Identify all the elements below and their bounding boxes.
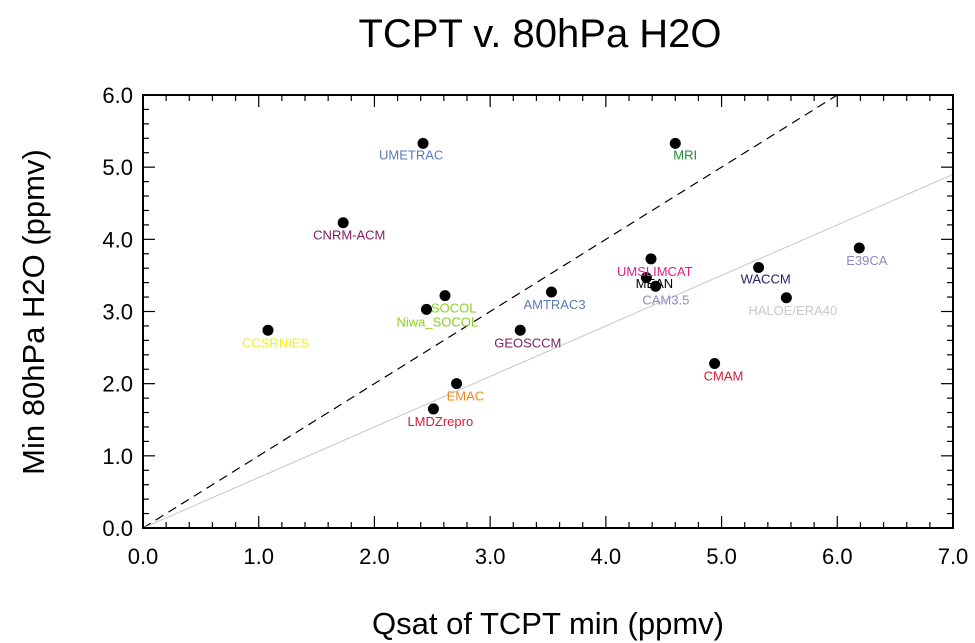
y-tick-label: 6.0: [102, 83, 133, 108]
x-tick-labels: 0.0 1.0 2.0 3.0 4.0 5.0 6.0 7.0: [128, 544, 969, 569]
data-point-waccm: [753, 261, 765, 273]
x-tick-label: 4.0: [591, 544, 622, 569]
point-label-cam3-5: CAM3.5: [642, 293, 689, 308]
y-tick-label: 5.0: [102, 155, 133, 180]
point-label-mri: MRI: [673, 147, 697, 162]
point-label-amtrac3: AMTRAC3: [523, 297, 585, 312]
point-label-socol: SOCOL: [431, 301, 477, 316]
point-label-umetrac: UMETRAC: [379, 147, 443, 162]
point-label-niwa-socol: Niwa_SOCOL: [397, 314, 479, 329]
data-point-e39ca: [853, 242, 865, 254]
y-tick-label: 3.0: [102, 300, 133, 325]
reference-line-1: [142, 94, 838, 529]
y-tick-label: 0.0: [102, 516, 133, 541]
point-label-emac: EMAC: [447, 389, 485, 404]
x-axis-label: Qsat of TCPT min (ppmv): [372, 606, 724, 641]
point-label-mean: MEAN: [636, 276, 674, 291]
reference-lines: [142, 94, 954, 529]
point-label-cnrm-acm: CNRM-ACM: [313, 228, 385, 243]
chart-title: TCPT v. 80hPa H2O: [358, 12, 721, 56]
y-tick-label: 2.0: [102, 372, 133, 397]
x-tick-label: 6.0: [822, 544, 853, 569]
data-point-haloe-era40: [780, 292, 792, 304]
point-label-haloe-era40: HALOE/ERA40: [748, 303, 837, 318]
point-label-e39ca: E39CA: [846, 253, 888, 268]
x-tick-label: 2.0: [359, 544, 390, 569]
x-tick-label: 1.0: [243, 544, 274, 569]
data-point-niwa-socol: [421, 303, 432, 315]
x-tick-label: 0.0: [128, 544, 159, 569]
data-point-emac: [451, 378, 463, 390]
data-point-mean: [650, 280, 662, 292]
data-point-socol: [439, 290, 451, 302]
x-tick-label: 7.0: [938, 544, 969, 569]
data-point-mri: [669, 137, 681, 149]
point-label-cmam: CMAM: [704, 368, 744, 383]
data-point-cmam: [709, 357, 721, 369]
data-point-cam3-5: [640, 272, 652, 284]
point-label-waccm: WACCM: [741, 271, 791, 286]
data-point-umslimcat: [645, 253, 657, 265]
point-label-lmdzrepro: LMDZrepro: [407, 414, 473, 429]
x-tick-label: 5.0: [706, 544, 737, 569]
point-label-umslimcat: UMSLIMCAT: [617, 264, 693, 279]
plot-frame: [142, 94, 954, 529]
data-point-cnrm-acm: [337, 217, 349, 229]
point-label-geosccm: GEOSCCM: [494, 335, 561, 350]
y-axis-label: Min 80hPa H2O (ppmv): [16, 149, 51, 475]
y-tick-label: 4.0: [102, 227, 133, 252]
x-tick-label: 3.0: [475, 544, 506, 569]
y-tick-labels: 0.0 1.0 2.0 3.0 4.0 5.0 6.0: [102, 83, 133, 541]
data-point-geosccm: [514, 324, 526, 336]
point-labels: UMETRAC MRI CNRM-ACM E39CA UMSLIMCAT WACCM MEA…: [242, 147, 888, 429]
point-label-ccsrnies: CCSRNIES: [242, 335, 310, 350]
data-point-amtrac3: [545, 286, 557, 298]
data-point-umetrac: [417, 137, 429, 149]
data-points: [262, 137, 865, 415]
reference-line-2: [142, 173, 954, 529]
data-point-ccsrnies: [262, 324, 274, 336]
y-tick-label: 1.0: [102, 444, 133, 469]
data-point-lmdzrepro: [427, 403, 439, 415]
